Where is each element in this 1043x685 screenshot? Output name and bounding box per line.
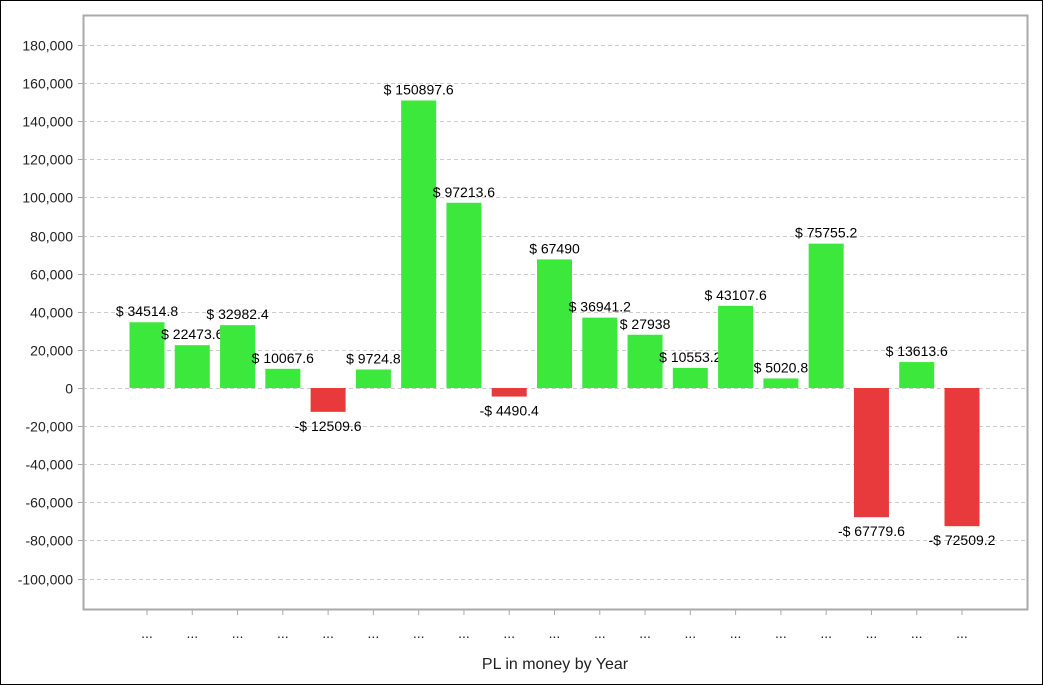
x-tick-label: ... (684, 625, 696, 641)
y-tick-label: 160,000 (22, 76, 73, 92)
x-tick-label: ... (820, 625, 832, 641)
x-tick-label: ... (549, 625, 561, 641)
x-tick-label: ... (458, 625, 470, 641)
y-tick-label: 100,000 (22, 190, 73, 206)
x-tick-label: ... (730, 625, 742, 641)
x-tick-label: ... (141, 625, 153, 641)
bar[interactable] (446, 202, 482, 389)
bar[interactable] (718, 305, 754, 389)
y-tick-label: -60,000 (26, 495, 74, 511)
y-tick-label: 0 (65, 381, 73, 397)
bar[interactable] (899, 362, 935, 389)
data-label: $ 32982.4 (206, 306, 268, 322)
x-axis-title: PL in money by Year (482, 656, 629, 673)
data-label: $ 10067.6 (252, 350, 314, 366)
data-label: $ 13613.6 (886, 343, 948, 359)
y-tick-label: 120,000 (22, 152, 73, 168)
data-label: -$ 72509.2 (929, 532, 996, 548)
bar[interactable] (672, 367, 708, 389)
bar[interactable] (310, 388, 346, 412)
data-label: $ 22473.6 (161, 326, 223, 342)
y-tick-label: -40,000 (26, 457, 74, 473)
data-label: $ 67490 (529, 240, 580, 256)
bar[interactable] (944, 388, 980, 527)
data-label: $ 9724.8 (346, 350, 401, 366)
bar[interactable] (763, 378, 799, 389)
y-tick-label: -80,000 (26, 533, 74, 549)
data-label: $ 5020.8 (754, 359, 809, 375)
y-tick-label: 80,000 (30, 229, 73, 245)
data-label: -$ 4490.4 (480, 403, 539, 419)
x-tick-label: ... (413, 625, 425, 641)
x-tick-label: ... (639, 625, 651, 641)
bar[interactable] (265, 368, 301, 389)
bar[interactable] (401, 100, 437, 389)
bar[interactable] (808, 243, 844, 389)
x-tick-label: ... (911, 625, 923, 641)
plot-area-border (82, 14, 1029, 611)
data-label: $ 27938 (620, 316, 671, 332)
data-label: $ 36941.2 (569, 299, 631, 315)
y-tick-label: 20,000 (30, 343, 73, 359)
x-tick-label: ... (232, 625, 244, 641)
y-tick-label: 40,000 (30, 305, 73, 321)
bar[interactable] (220, 325, 256, 389)
bar[interactable] (129, 322, 165, 389)
x-tick-label: ... (322, 625, 334, 641)
x-tick-label: ... (866, 625, 878, 641)
bar[interactable] (582, 317, 618, 389)
data-label: $ 10553.2 (659, 349, 721, 365)
bar[interactable] (853, 388, 889, 518)
data-label: $ 43107.6 (704, 287, 766, 303)
x-tick-label: ... (503, 625, 515, 641)
bar[interactable] (627, 334, 663, 389)
x-tick-label: ... (368, 625, 380, 641)
y-tick-label: -100,000 (18, 572, 73, 588)
data-label: $ 34514.8 (116, 303, 178, 319)
bar[interactable] (491, 388, 527, 397)
data-label: $ 97213.6 (433, 184, 495, 200)
data-label: -$ 12509.6 (295, 418, 362, 434)
bar[interactable] (537, 259, 572, 389)
data-label: $ 75755.2 (795, 225, 857, 241)
x-tick-label: ... (186, 625, 198, 641)
x-tick-label: ... (775, 625, 787, 641)
y-tick-label: 180,000 (22, 38, 73, 54)
bar[interactable] (355, 369, 391, 389)
x-tick-label: ... (277, 625, 289, 641)
y-tick-label: -20,000 (26, 419, 74, 435)
x-tick-label: ... (594, 625, 606, 641)
data-label: -$ 67779.6 (838, 523, 905, 539)
y-tick-label: 60,000 (30, 267, 73, 283)
data-label: $ 150897.6 (384, 81, 454, 97)
y-tick-label: 140,000 (22, 114, 73, 130)
x-tick-label: ... (956, 625, 968, 641)
bar[interactable] (174, 345, 210, 389)
